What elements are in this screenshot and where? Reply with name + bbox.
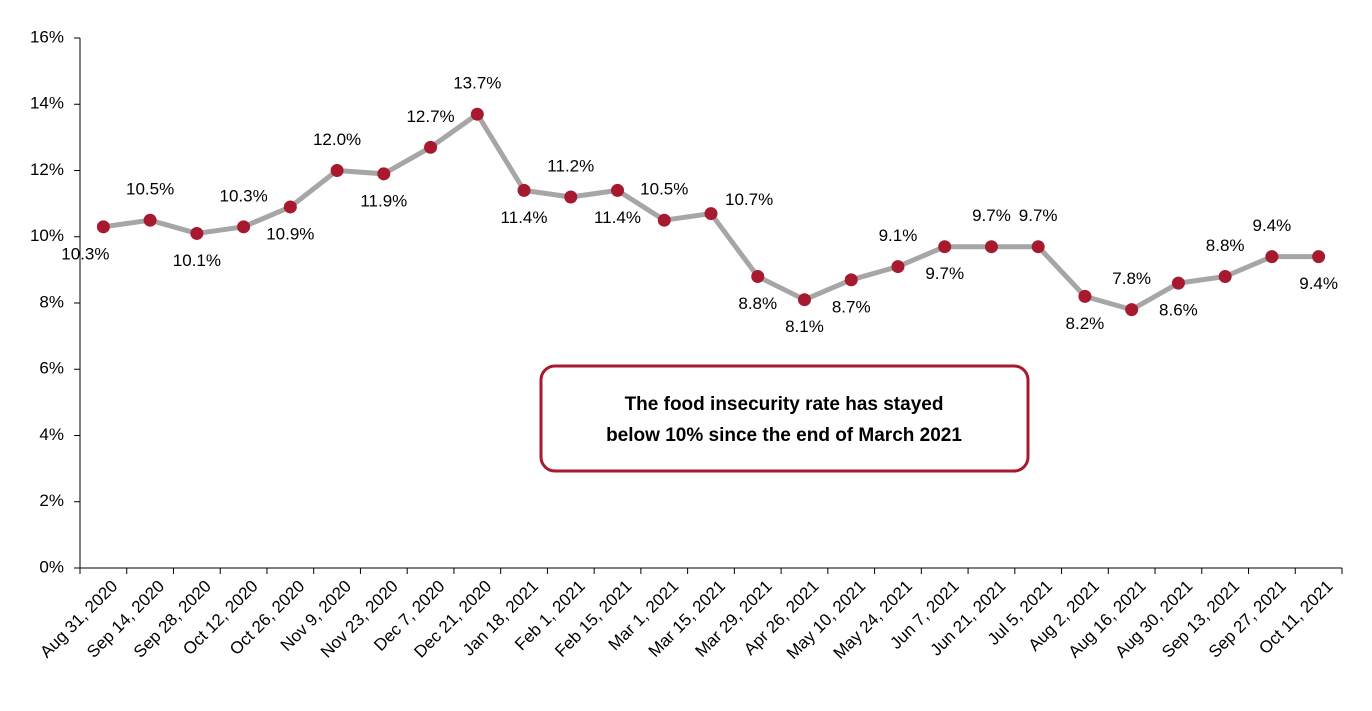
marker (1171, 276, 1185, 290)
marker (190, 226, 204, 240)
data-label: 9.4% (1253, 216, 1292, 235)
marker (564, 190, 578, 204)
y-tick-label: 12% (30, 160, 64, 179)
data-label: 10.3% (61, 244, 109, 263)
marker (704, 207, 718, 221)
data-label: 7.8% (1112, 269, 1151, 288)
marker (470, 107, 484, 121)
marker (891, 260, 905, 274)
data-label: 8.7% (832, 297, 871, 316)
marker (751, 270, 765, 283)
annotation-box (539, 364, 1030, 473)
data-label: 10.5% (640, 180, 688, 199)
marker (424, 140, 438, 154)
y-tick-label: 10% (30, 226, 64, 245)
marker (283, 200, 297, 214)
data-label: 10.7% (725, 190, 773, 209)
data-label: 8.1% (785, 317, 824, 336)
data-label: 9.7% (972, 206, 1011, 225)
marker (330, 164, 344, 177)
marker (1265, 250, 1279, 264)
data-label: 10.5% (126, 180, 174, 199)
data-label: 9.1% (879, 226, 918, 245)
data-label: 12.0% (313, 130, 361, 149)
data-label: 11.4% (594, 208, 641, 227)
data-label: 13.7% (453, 74, 501, 93)
marker (1125, 303, 1139, 317)
marker (657, 213, 671, 227)
marker (1312, 250, 1326, 264)
annotation: below 10% since the end of March 2021 (606, 425, 962, 446)
marker (1031, 240, 1045, 254)
data-label: 12.7% (406, 107, 454, 126)
y-tick-label: 4% (39, 425, 64, 444)
marker (844, 273, 858, 287)
marker (237, 220, 251, 234)
data-label: 10.3% (219, 186, 267, 205)
marker (1218, 270, 1232, 283)
y-tick-label: 2% (39, 491, 64, 510)
data-label: 9.4% (1299, 274, 1338, 293)
data-label: 8.8% (738, 294, 777, 313)
data-label: 11.4% (501, 208, 548, 227)
data-label: 10.1% (173, 251, 221, 270)
marker (611, 183, 625, 197)
y-tick-label: 8% (39, 292, 64, 311)
data-label: 9.7% (925, 264, 964, 283)
marker (984, 240, 998, 254)
marker (517, 183, 531, 197)
annotation: The food insecurity rate has stayed (625, 394, 944, 415)
marker (143, 213, 157, 227)
marker (377, 167, 391, 181)
data-label: 11.9% (360, 191, 407, 210)
data-label: 8.2% (1066, 314, 1105, 333)
marker (1078, 289, 1092, 303)
data-label: 10.9% (266, 224, 314, 243)
y-tick-label: 16% (30, 27, 64, 46)
data-label: 9.7% (1019, 206, 1058, 225)
marker (96, 220, 110, 234)
y-tick-label: 6% (39, 359, 64, 378)
y-tick-label: 0% (39, 557, 64, 576)
marker (938, 240, 952, 254)
data-label: 8.8% (1206, 236, 1245, 255)
data-label: 8.6% (1159, 301, 1198, 320)
marker (797, 293, 811, 307)
y-tick-label: 14% (30, 94, 64, 113)
data-label: 11.2% (547, 156, 594, 175)
